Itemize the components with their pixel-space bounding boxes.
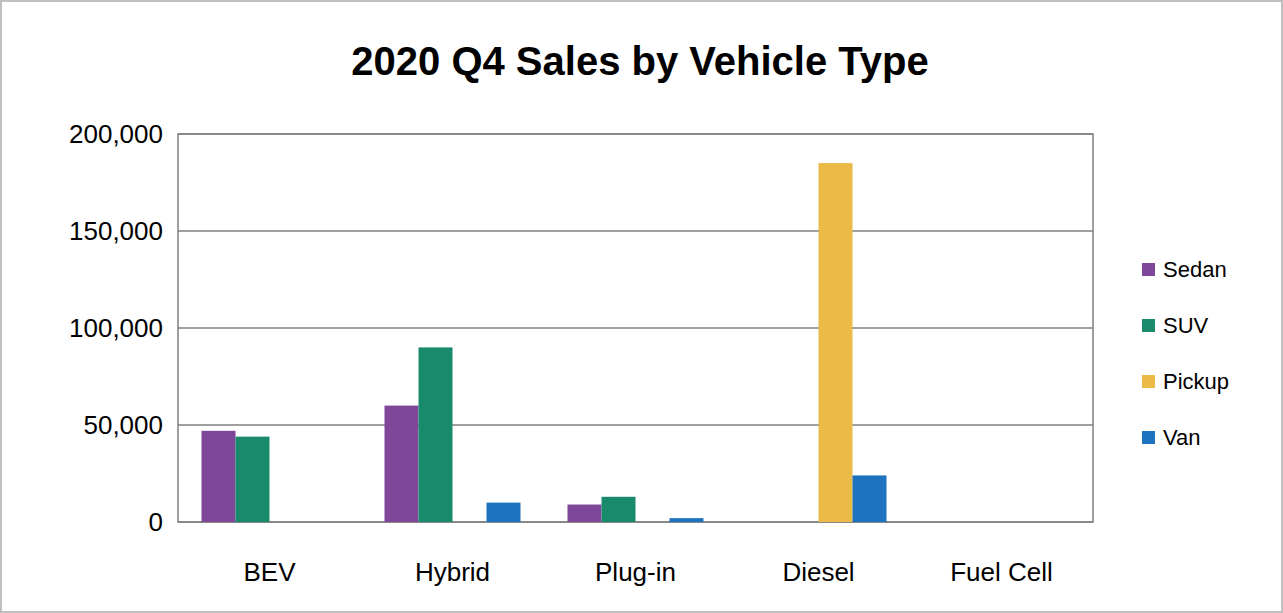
legend-swatch — [1142, 431, 1155, 444]
x-tick-label: Plug-in — [595, 557, 676, 587]
legend-label: SUV — [1163, 313, 1209, 338]
chart: 2020 Q4 Sales by Vehicle Type 0 50,000 100,… — [0, 0, 1283, 613]
legend-label: Pickup — [1163, 369, 1229, 394]
y-tick-label: 200,000 — [69, 119, 163, 149]
bar — [304, 522, 338, 523]
grid-line — [178, 424, 1093, 426]
chart-border — [1, 1, 1282, 612]
legend-swatch — [1142, 319, 1155, 332]
x-tick-label: Hybrid — [415, 557, 490, 587]
legend-label: Van — [1163, 425, 1201, 450]
bar — [236, 437, 270, 522]
bar — [568, 505, 602, 522]
bar — [453, 522, 487, 523]
bar — [785, 522, 819, 523]
bar — [853, 475, 887, 522]
bar — [670, 518, 704, 522]
bar — [270, 522, 304, 523]
bar — [968, 522, 1002, 523]
bar — [636, 522, 670, 523]
legend-label: Sedan — [1163, 257, 1227, 282]
x-tick-label: BEV — [243, 557, 296, 587]
y-tick-label: 50,000 — [83, 410, 163, 440]
title: 2020 Q4 Sales by Vehicle Type — [351, 39, 928, 83]
bar — [751, 522, 785, 523]
bar — [819, 163, 853, 522]
bar — [602, 497, 636, 522]
y-tick-label: 100,000 — [69, 313, 163, 343]
bar — [934, 522, 968, 523]
bar — [1002, 522, 1036, 523]
bar — [419, 347, 453, 522]
legend-swatch — [1142, 375, 1155, 388]
bar — [1036, 522, 1070, 523]
grid-line — [178, 230, 1093, 232]
x-tick-label: Diesel — [782, 557, 854, 587]
grid-line — [178, 327, 1093, 329]
bar — [487, 503, 521, 522]
x-tick-label: Fuel Cell — [950, 557, 1053, 587]
plot-frame — [178, 134, 1093, 522]
legend-swatch — [1142, 263, 1155, 276]
y-tick-label: 150,000 — [69, 216, 163, 246]
bar — [202, 431, 236, 522]
y-tick-label: 0 — [149, 507, 163, 537]
bar — [385, 406, 419, 522]
